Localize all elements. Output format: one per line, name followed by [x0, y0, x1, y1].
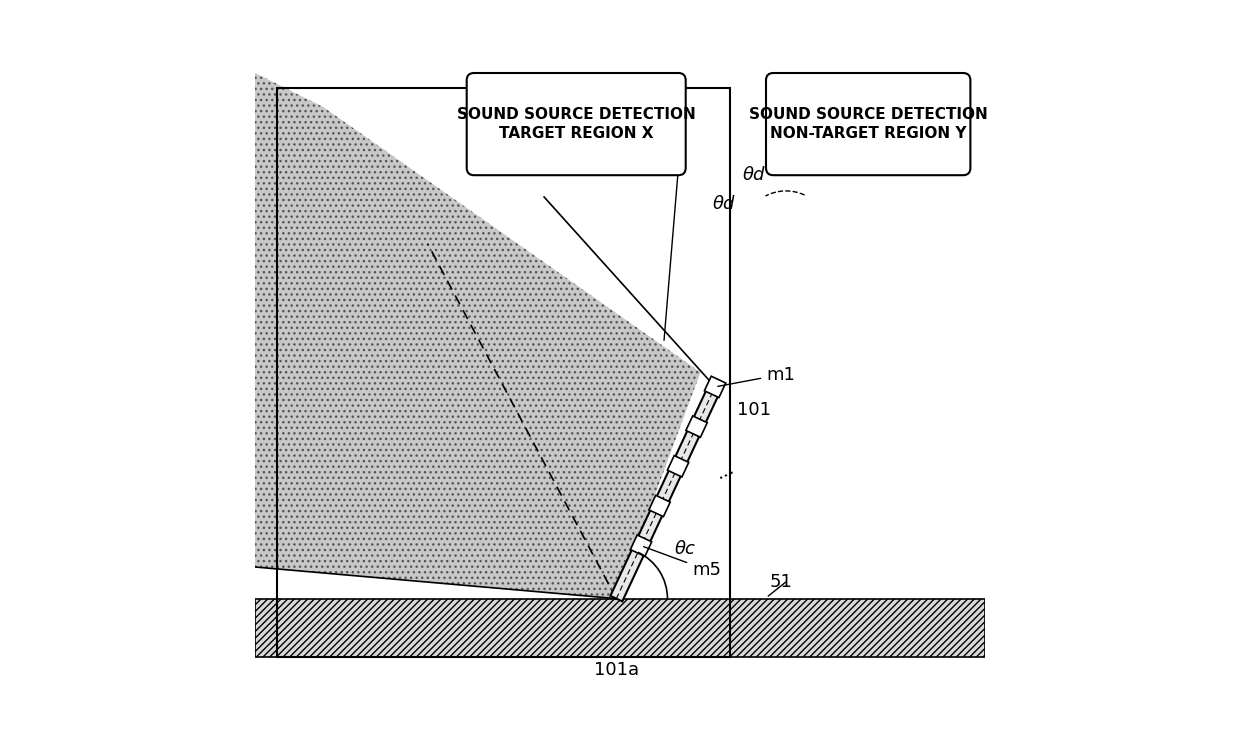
Text: 101: 101	[737, 402, 771, 420]
Text: θc: θc	[675, 540, 696, 558]
FancyBboxPatch shape	[466, 73, 686, 175]
Polygon shape	[630, 535, 652, 556]
Text: SOUND SOURCE DETECTION
NON-TARGET REGION Y: SOUND SOURCE DETECTION NON-TARGET REGION…	[749, 107, 987, 142]
Text: m5: m5	[644, 547, 722, 579]
Text: θd: θd	[743, 166, 765, 184]
Text: SOUND SOURCE DETECTION
TARGET REGION X: SOUND SOURCE DETECTION TARGET REGION X	[456, 107, 696, 142]
Text: m1: m1	[718, 366, 795, 386]
Polygon shape	[686, 416, 707, 437]
Polygon shape	[649, 495, 670, 517]
Polygon shape	[0, 36, 701, 599]
Text: 51: 51	[769, 573, 792, 591]
Text: ...: ...	[713, 458, 738, 483]
FancyBboxPatch shape	[766, 73, 971, 175]
Text: θd: θd	[713, 195, 735, 213]
Polygon shape	[255, 599, 985, 657]
Polygon shape	[667, 456, 688, 477]
Polygon shape	[704, 376, 725, 398]
Polygon shape	[610, 384, 720, 602]
Text: 101a: 101a	[594, 661, 639, 679]
